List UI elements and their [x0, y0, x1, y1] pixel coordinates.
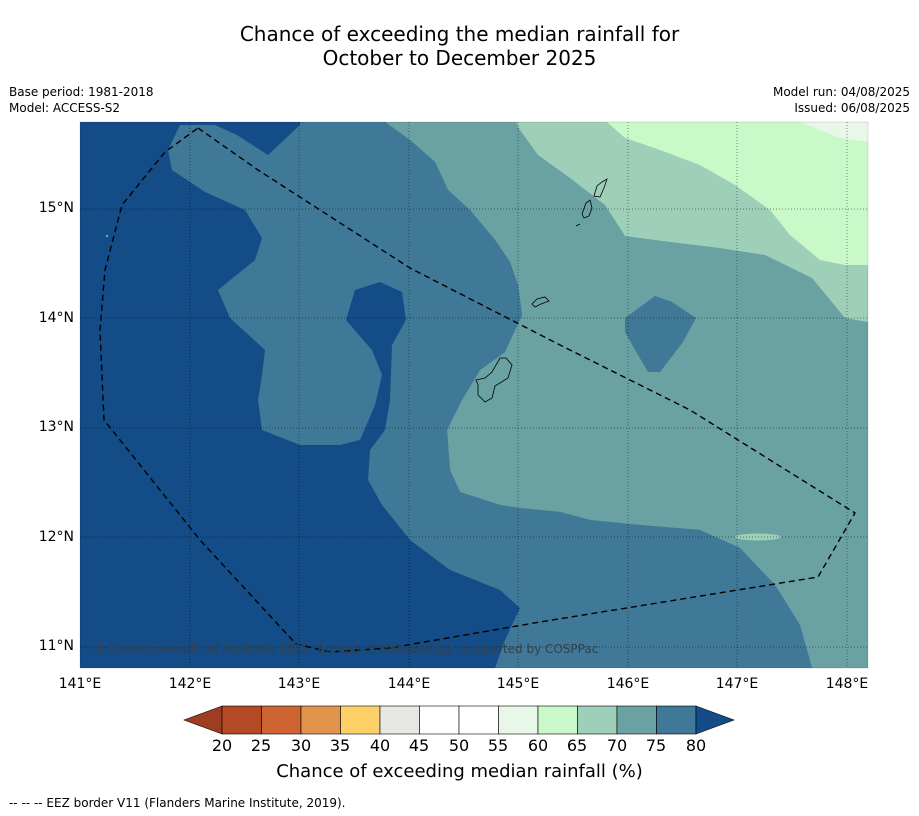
run-info: Model run: 04/08/2025 Issued: 06/08/2025 [773, 84, 910, 116]
island-guam [475, 357, 513, 403]
map-title: Chance of exceeding the median rainfall … [0, 22, 919, 70]
cb-tick-80: 80 [685, 736, 707, 755]
cb-tick-20: 20 [211, 736, 233, 755]
lat-label-14: 14°N [38, 310, 74, 326]
lon-label-147: 147°E [715, 676, 759, 692]
colorbar-over-arrow [695, 705, 735, 735]
graticule [80, 122, 868, 668]
lat-label-11: 11°N [38, 638, 74, 654]
colorbar-segment [419, 705, 460, 735]
colorbar-segment [261, 705, 302, 735]
lon-label-148: 148°E [825, 676, 869, 692]
colorbar-segment [300, 705, 341, 735]
map-area [80, 122, 868, 668]
lat-label-13: 13°N [38, 419, 74, 435]
copyright-note: © Commonwealth of Australia 2025, Bureau… [93, 642, 599, 656]
cb-tick-50: 50 [448, 736, 470, 755]
zone-60 [607, 122, 868, 265]
island-reef [105, 234, 109, 238]
base-period: Base period: 1981-2018 [9, 85, 154, 99]
colorbar [183, 705, 735, 735]
model-run: Model run: 04/08/2025 [772, 85, 910, 99]
cb-tick-45: 45 [408, 736, 430, 755]
zone-55 [800, 122, 868, 142]
eez-border [99, 127, 856, 653]
zone-75 [168, 122, 812, 668]
colorbar-segment [616, 705, 657, 735]
cb-tick-70: 70 [606, 736, 628, 755]
zone-75-island [625, 296, 696, 372]
lon-label-145: 145°E [496, 676, 540, 692]
eez-footnote: -- -- -- EEZ border V11 (Flanders Marine… [9, 796, 346, 810]
island-rota [531, 296, 550, 308]
cb-tick-65: 65 [566, 736, 588, 755]
coastlines [105, 178, 608, 403]
colorbar-under-arrow [183, 705, 223, 735]
island-aguijan [575, 223, 581, 227]
cb-tick-55: 55 [487, 736, 509, 755]
lon-label-142: 142°E [168, 676, 212, 692]
colorbar-segment [221, 705, 262, 735]
issued-date: Issued: 06/08/2025 [794, 101, 910, 115]
model-name: Model: ACCESS-S2 [9, 101, 121, 115]
cb-tick-60: 60 [527, 736, 549, 755]
lon-label-141: 141°E [58, 676, 102, 692]
cb-tick-75: 75 [645, 736, 667, 755]
colorbar-segment [656, 705, 697, 735]
colorbar-segment [577, 705, 618, 735]
lat-label-12: 12°N [38, 529, 74, 545]
island-saipan [593, 178, 608, 198]
lon-label-146: 146°E [606, 676, 650, 692]
lon-label-144: 144°E [387, 676, 431, 692]
cb-tick-40: 40 [369, 736, 391, 755]
colorbar-label: Chance of exceeding median rainfall (%) [276, 761, 643, 782]
colorbar-segment [379, 705, 420, 735]
lat-label-15: 15°N [38, 200, 74, 216]
colorbar-segment [498, 705, 539, 735]
colorbar-segment [537, 705, 578, 735]
cb-tick-35: 35 [329, 736, 351, 755]
zone-70 [385, 122, 868, 668]
cb-tick-30: 30 [290, 736, 312, 755]
title-line-2: October to December 2025 [322, 46, 597, 70]
title-line-1: Chance of exceeding the median rainfall … [239, 22, 680, 46]
cb-tick-25: 25 [250, 736, 272, 755]
lon-label-143: 143°E [277, 676, 321, 692]
map-frame [79, 121, 869, 669]
model-info: Base period: 1981-2018 Model: ACCESS-S2 [9, 84, 154, 116]
colorbar-segment [340, 705, 381, 735]
colorbar-segment [458, 705, 499, 735]
island-tinian [581, 199, 593, 219]
